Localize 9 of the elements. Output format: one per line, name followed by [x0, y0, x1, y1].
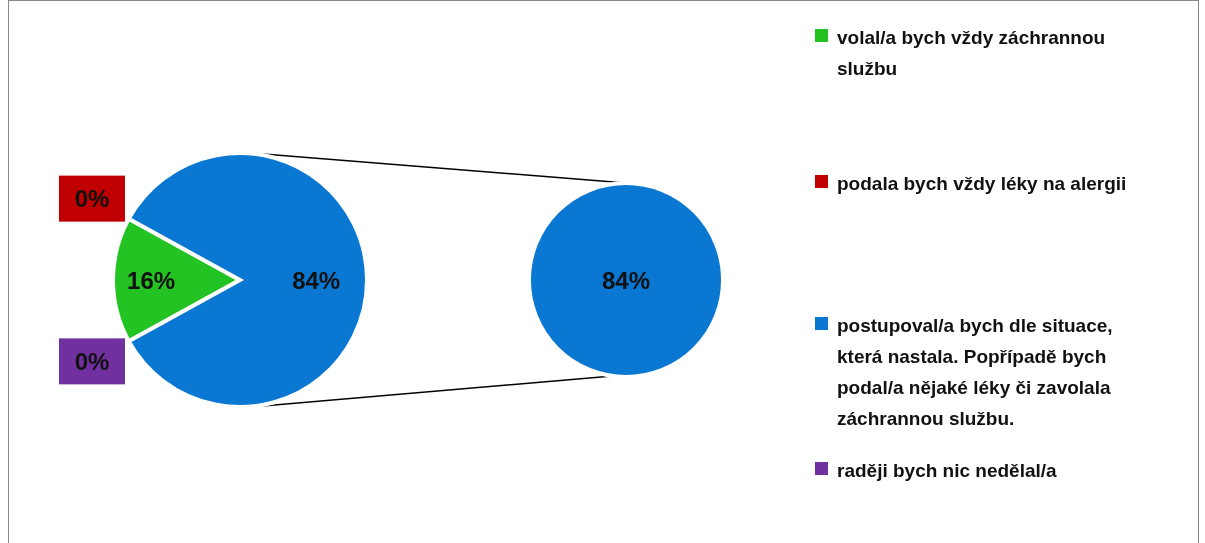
text: 0%: [74, 185, 110, 213]
legend-label: raději bych nic nedělal/a: [837, 459, 1058, 481]
legend-label: volal/a bych vždy záchrannou službu: [837, 26, 1106, 79]
data-label: 84%: [601, 266, 651, 294]
data-label: 16%: [127, 266, 176, 294]
data-label: 84%: [292, 266, 341, 294]
legend-label: postupoval/a bych dle situace, která nastala. Popřípadě bych podal/a nějaké léky či zavolala záchrannou službu.: [837, 314, 1113, 429]
text: 0%: [74, 347, 110, 375]
legend-label: podala bych vždy léky na alergii: [837, 172, 1127, 194]
